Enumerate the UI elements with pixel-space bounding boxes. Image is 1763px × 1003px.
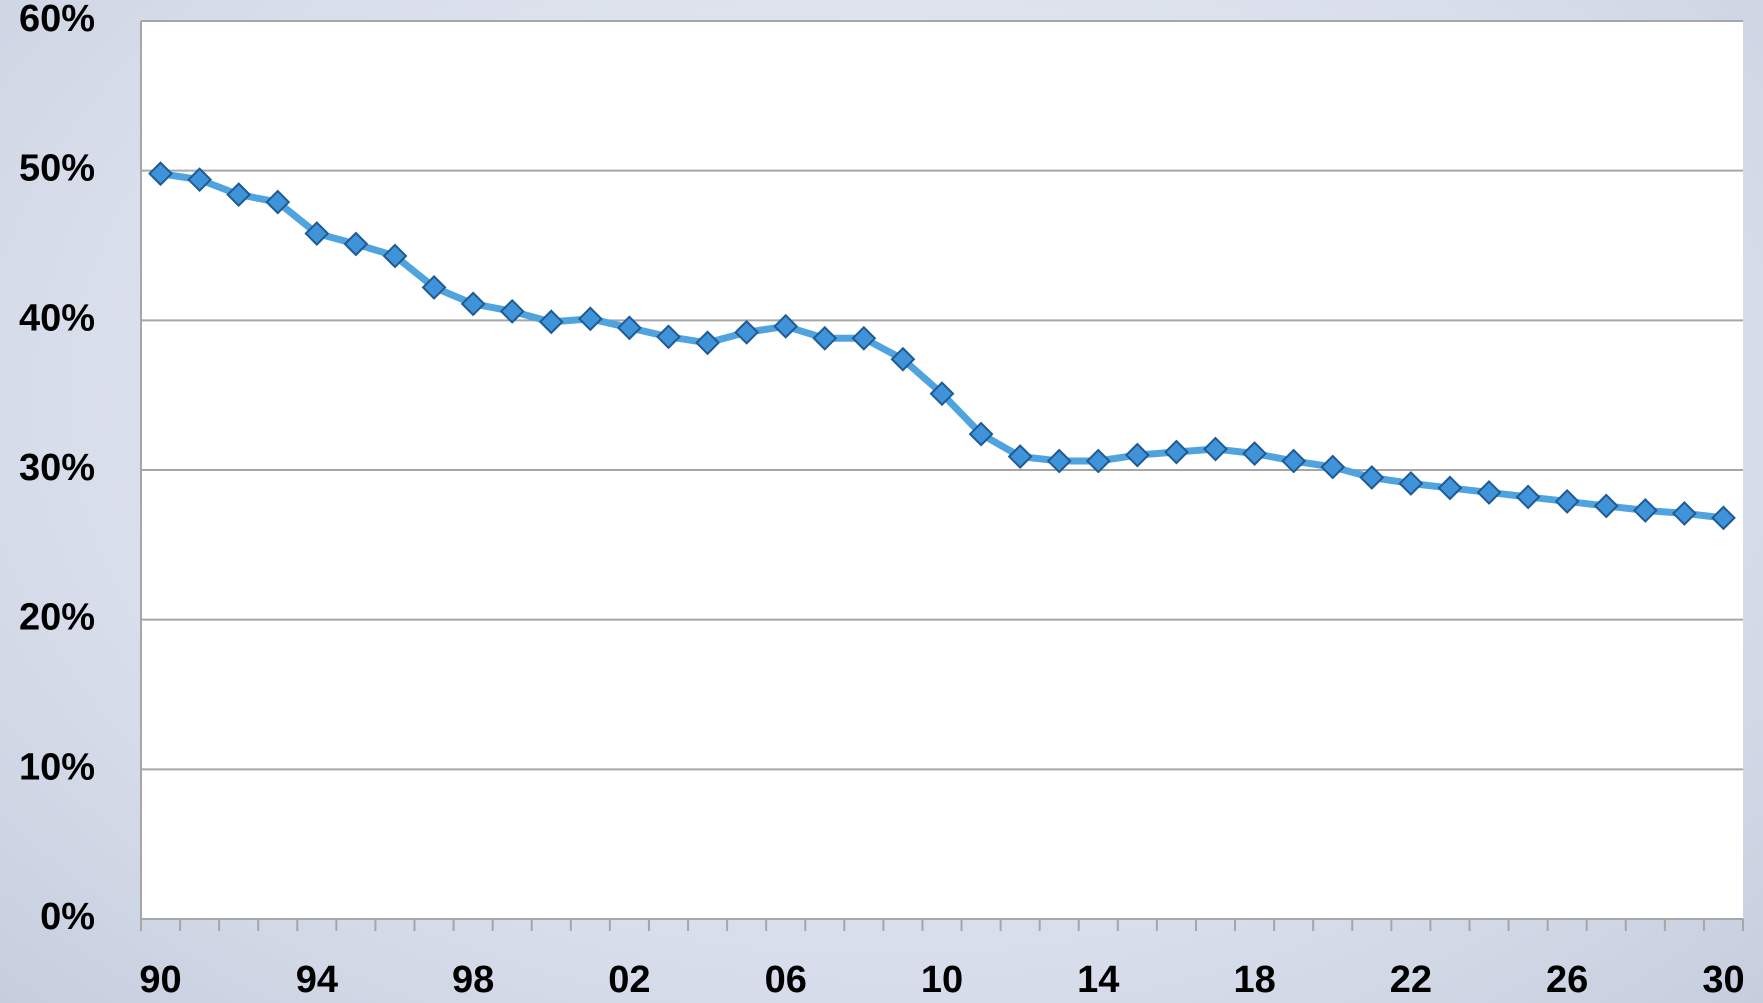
marker xyxy=(1437,475,1463,501)
marker xyxy=(148,161,173,187)
marker xyxy=(734,319,760,345)
marker xyxy=(1515,484,1541,510)
marker xyxy=(1007,444,1033,469)
x-tick-label: 02 xyxy=(608,959,650,1001)
x-tick-label: 90 xyxy=(139,959,181,1001)
x-tick-label: 18 xyxy=(1233,959,1275,1001)
marker xyxy=(1281,448,1307,474)
marker xyxy=(1046,448,1072,474)
marker xyxy=(773,313,799,339)
marker xyxy=(1711,505,1736,531)
marker xyxy=(1476,480,1502,505)
x-tick-label: 22 xyxy=(1390,959,1432,1001)
marker xyxy=(1554,489,1580,514)
marker xyxy=(617,315,642,341)
marker xyxy=(968,421,994,447)
marker xyxy=(226,182,252,208)
marker xyxy=(656,324,681,350)
marker xyxy=(1320,454,1346,480)
marker xyxy=(1671,500,1697,526)
marker xyxy=(695,330,720,356)
marker xyxy=(1124,442,1150,468)
x-tick-label: 10 xyxy=(921,959,963,1001)
marker xyxy=(1164,439,1189,465)
marker xyxy=(1085,448,1111,474)
x-tick-label: 30 xyxy=(1702,959,1744,1001)
y-tick-label: 10% xyxy=(19,746,95,788)
marker xyxy=(1203,436,1228,462)
marker xyxy=(890,346,916,372)
marker xyxy=(851,325,877,351)
marker xyxy=(1632,497,1658,523)
marker xyxy=(812,325,838,351)
marker xyxy=(929,381,955,407)
x-tick-label: 26 xyxy=(1546,959,1588,1001)
marker xyxy=(538,309,564,335)
x-tick-label: 14 xyxy=(1077,959,1119,1001)
marker xyxy=(1242,441,1268,466)
x-tick-label: 94 xyxy=(296,959,338,1001)
marker xyxy=(382,243,408,269)
y-tick-label: 30% xyxy=(19,447,95,489)
y-tick-label: 0% xyxy=(40,896,95,938)
x-tick-label: 98 xyxy=(452,959,494,1001)
y-tick-label: 60% xyxy=(19,0,95,40)
marker xyxy=(187,167,213,193)
marker xyxy=(460,291,486,317)
marker xyxy=(1359,465,1385,490)
marker xyxy=(1593,493,1619,519)
marker xyxy=(304,221,330,246)
y-tick-label: 50% xyxy=(19,148,95,190)
marker xyxy=(265,189,291,215)
marker xyxy=(421,274,447,300)
y-tick-label: 20% xyxy=(19,597,95,639)
marker xyxy=(577,306,603,332)
x-tick-label: 06 xyxy=(765,959,807,1001)
marker xyxy=(499,298,525,324)
y-tick-label: 40% xyxy=(19,297,95,339)
marker xyxy=(343,231,369,257)
marker xyxy=(1398,471,1424,496)
